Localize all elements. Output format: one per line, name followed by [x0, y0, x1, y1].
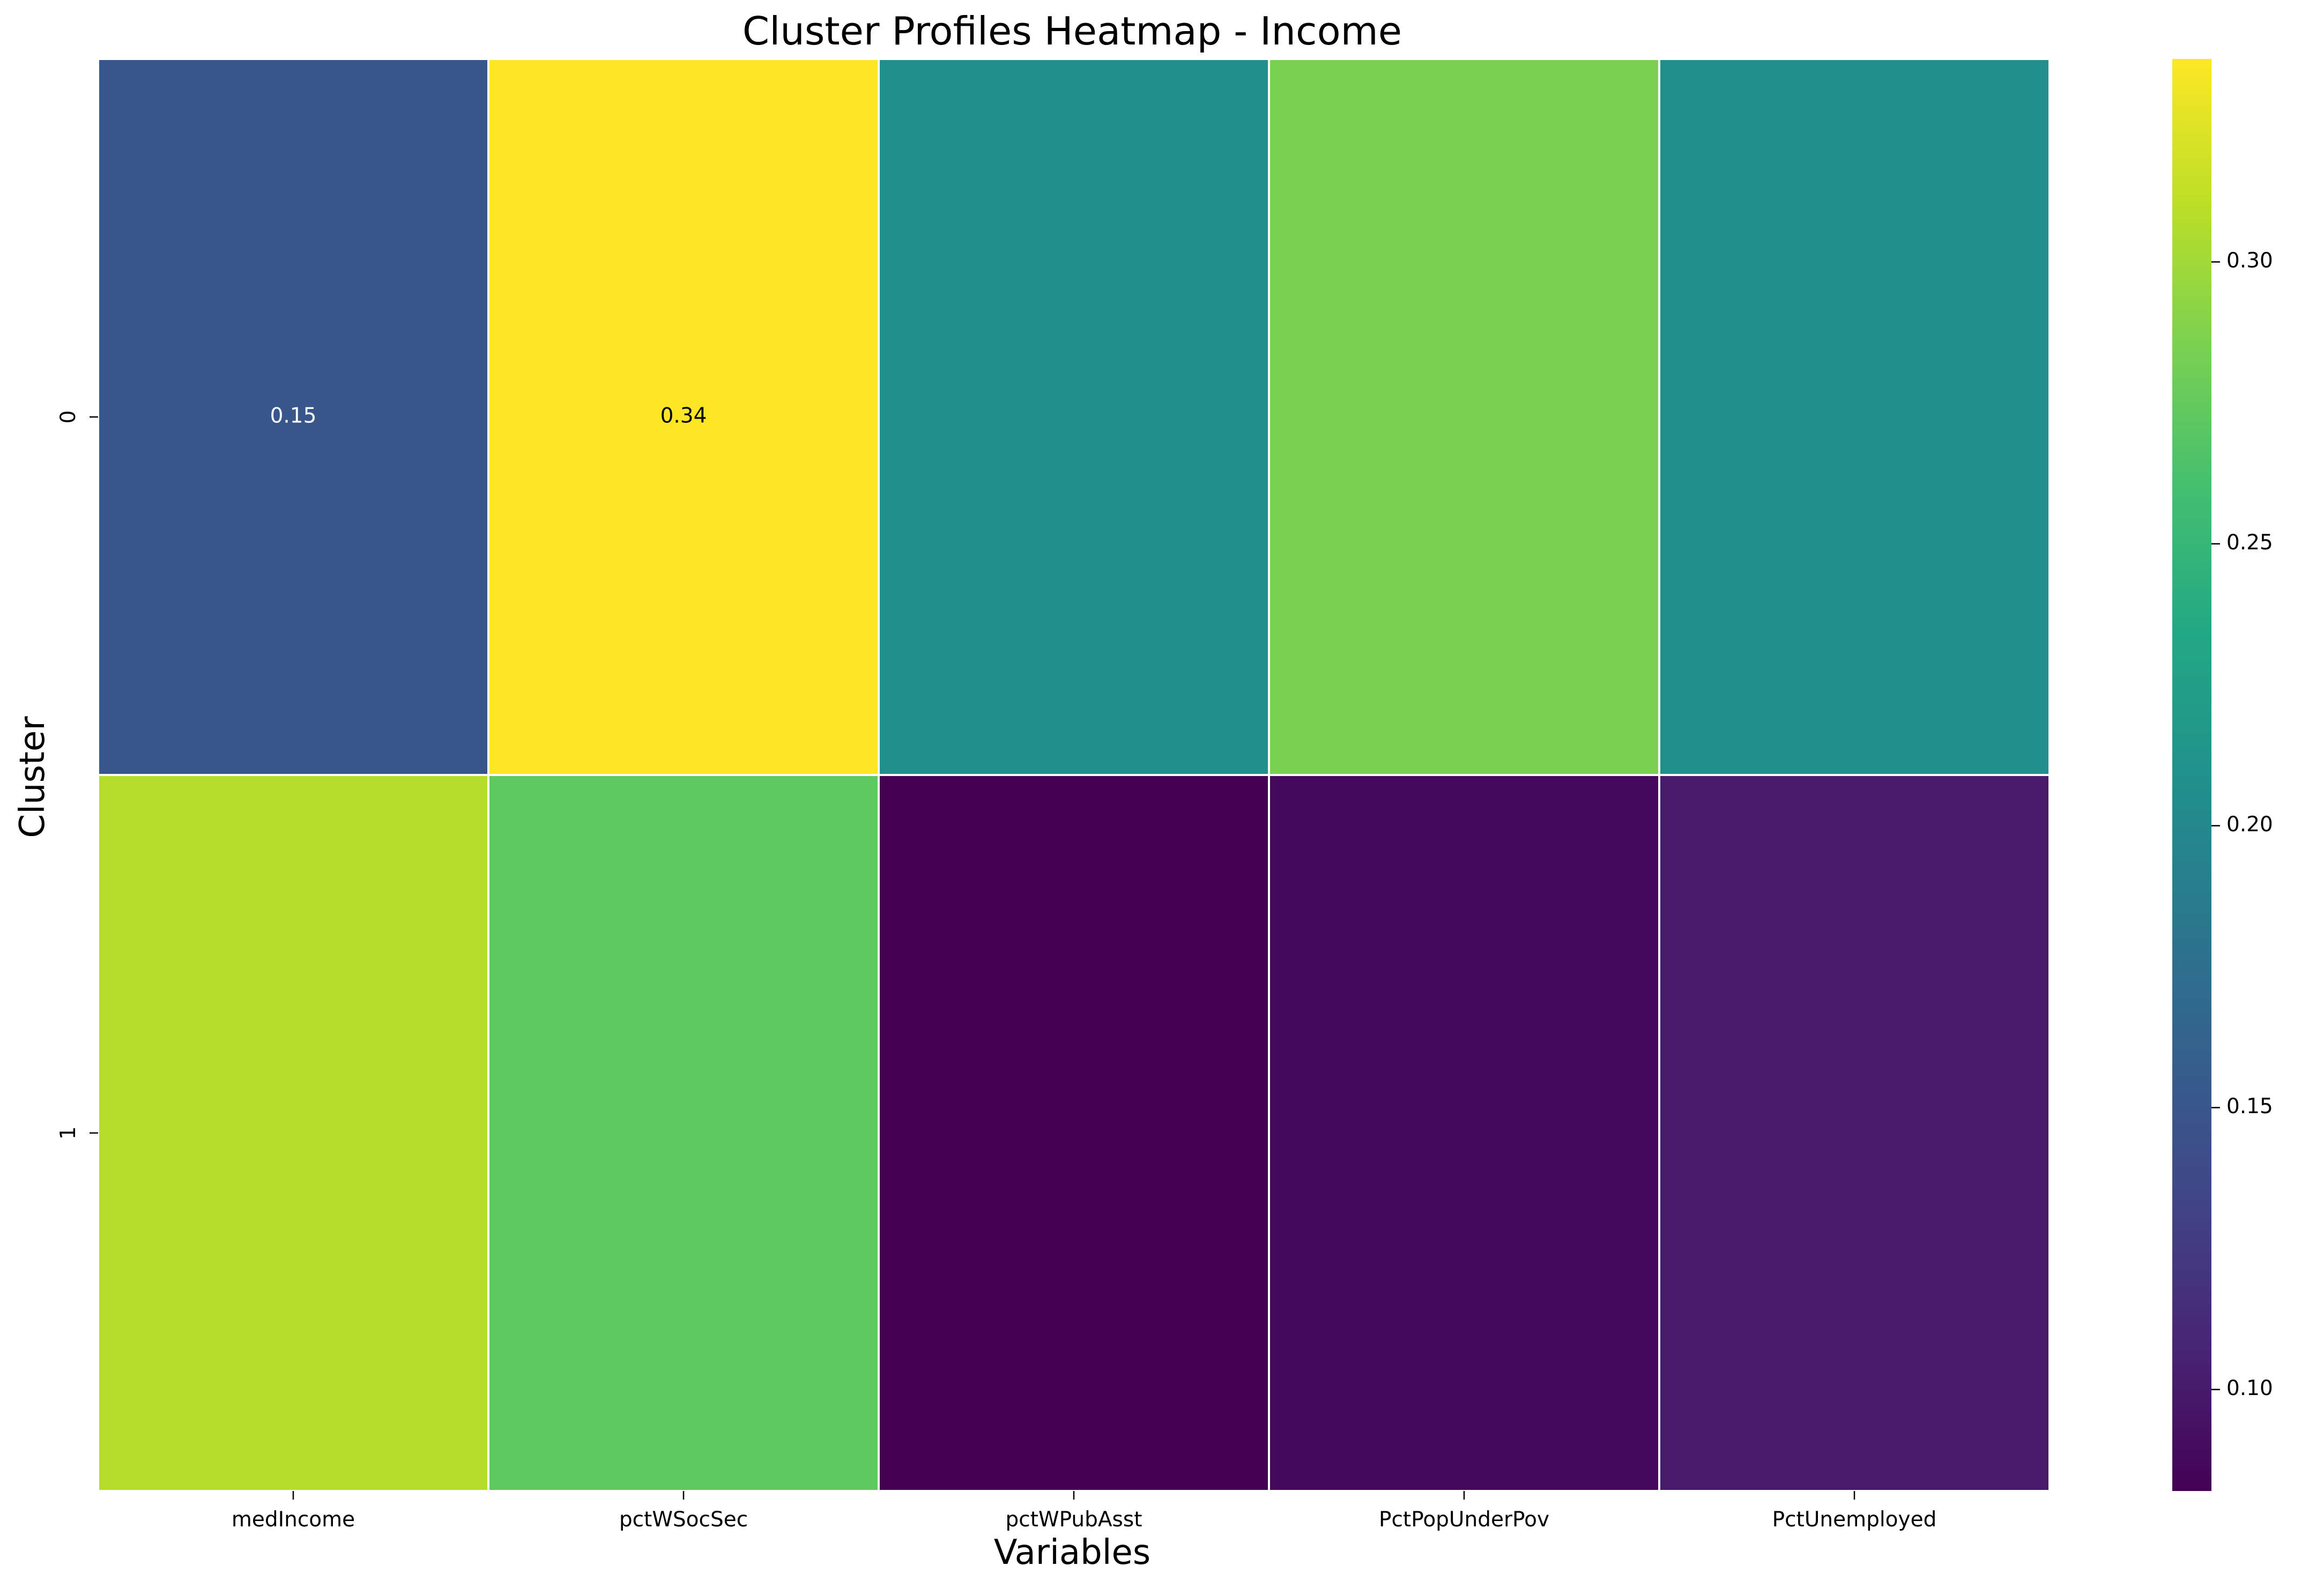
heatmap-cell-1-4 [1658, 774, 2051, 1492]
chart-title: Cluster Profiles Heatmap - Income [743, 9, 1402, 54]
heatmap-cell-1-2 [878, 774, 1270, 1492]
x-tick-label-3: PctPopUnderPov [1379, 1508, 1549, 1532]
cell-annotation-0-0: 0.15 [270, 404, 317, 428]
heatmap-cell-1-0 [97, 774, 489, 1492]
heatmap-cell-1-3 [1268, 774, 1660, 1492]
colorbar-tick-label-0: 0.10 [2226, 1376, 2273, 1400]
colorbar [2172, 59, 2211, 1491]
x-tick-label-0: medIncome [232, 1508, 355, 1532]
heatmap-cell-0-1 [487, 58, 880, 776]
colorbar-tick-label-1: 0.15 [2226, 1094, 2273, 1119]
colorbar-tick-label-2: 0.20 [2226, 812, 2273, 837]
y-axis-label: Cluster [13, 716, 53, 838]
heatmap-cell-0-3 [1268, 58, 1660, 776]
heatmap-cell-0-4 [1658, 58, 2051, 776]
x-tick-label-1: pctWSocSec [619, 1508, 748, 1532]
cell-annotation-0-1: 0.34 [660, 404, 707, 428]
y-tick-label-1: 1 [56, 1127, 80, 1140]
x-axis-ticks: medIncome pctWSocSec pctWPubAsst PctPopUnde… [232, 1491, 1937, 1532]
y-axis-ticks: 01 [56, 411, 98, 1140]
x-axis-label: Variables [994, 1533, 1150, 1572]
x-tick-label-4: PctUnemployed [1772, 1508, 1937, 1532]
heatmap-cell-1-1 [487, 774, 880, 1492]
y-tick-label-0: 0 [56, 411, 80, 424]
heatmap-cells [97, 58, 2051, 1492]
colorbar-ticks: 0.10 0.15 0.20 0.25 0.30 [2211, 249, 2273, 1400]
x-tick-label-2: pctWPubAsst [1006, 1508, 1142, 1532]
heatmap-annotations: 0.15 0.34 [270, 404, 707, 428]
heatmap-cell-0-2 [878, 58, 1270, 776]
heatmap-cell-0-0 [97, 58, 489, 776]
colorbar-tick-label-3: 0.25 [2226, 531, 2273, 555]
colorbar-tick-label-4: 0.30 [2226, 249, 2273, 273]
